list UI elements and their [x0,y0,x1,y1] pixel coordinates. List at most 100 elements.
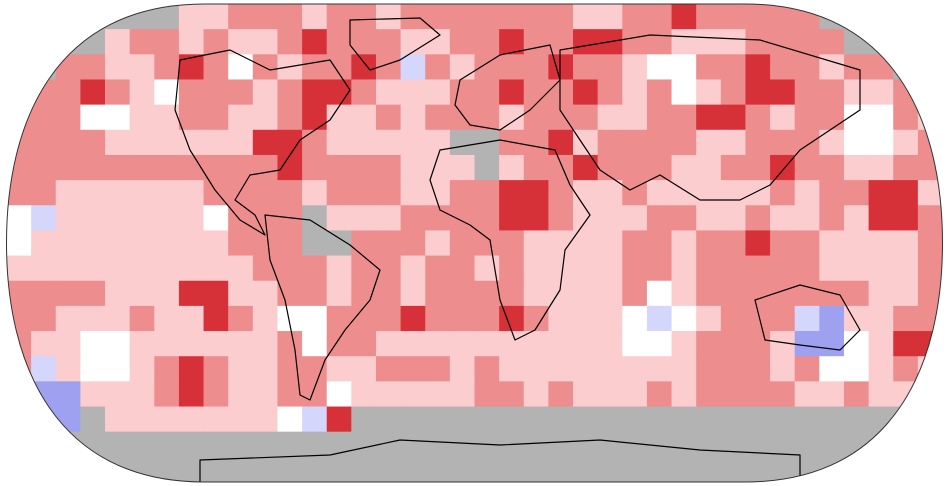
grid-cell [326,255,352,282]
grid-cell [696,104,722,131]
grid-cell [425,431,451,458]
grid-cell [696,180,722,206]
grid-cell [425,255,451,282]
grid-cell [80,4,106,30]
grid-cell [868,331,894,357]
grid-cell [696,129,722,156]
grid-cell [819,104,845,131]
grid-cell [499,280,525,307]
grid-cell [597,280,623,307]
grid-cell [302,180,328,206]
grid-cell [696,205,722,232]
grid-cell [622,280,648,307]
grid-cell [720,381,747,408]
grid-cell [893,280,919,307]
grid-cell [646,406,673,433]
grid-cell [868,129,894,156]
grid-cell [351,180,377,206]
grid-cell [573,29,599,55]
grid-cell [252,456,279,482]
grid-cell [646,79,673,106]
grid-cell [696,456,722,482]
grid-cell [622,255,648,282]
grid-cell [523,129,549,156]
grid-cell [573,406,599,433]
grid-cell [548,154,574,181]
grid-cell [351,4,377,30]
grid-cell [277,331,303,357]
grid-cell [646,129,673,156]
grid-cell [449,205,476,232]
grid-cell [646,54,673,81]
grid-cell [31,431,57,458]
grid-cell [449,356,476,382]
grid-cell [228,381,254,408]
grid-cell [745,54,771,81]
grid-cell [745,129,771,156]
grid-cell [646,205,673,232]
grid-cell [843,205,870,232]
grid-cell [917,381,943,408]
grid-cell [499,331,525,357]
grid-cell [31,381,57,408]
grid-cell [868,356,894,382]
grid-cell [326,331,352,357]
grid-cell [302,29,328,55]
grid-cell [55,280,81,307]
grid-cell [499,381,525,408]
grid-cell [819,154,845,181]
grid-cell [573,280,599,307]
grid-cell [277,280,303,307]
grid-cell [425,180,451,206]
grid-cell [819,54,845,81]
grid-cell [154,431,180,458]
grid-cell [622,154,648,181]
grid-cell [573,79,599,106]
grid-cell [868,4,894,30]
grid-cell [400,180,426,206]
grid-cell [80,79,106,106]
grid-cell [129,255,155,282]
grid-cell [154,230,180,257]
grid-cell [375,205,402,232]
grid-cell [646,331,673,357]
grid-cell [622,381,648,408]
grid-cell [129,79,155,106]
grid-cell [696,305,722,332]
grid-cell [105,29,131,55]
grid-cell [474,79,500,106]
grid-cell [375,104,402,131]
grid-cell [671,54,697,81]
grid-cell [794,230,820,257]
grid-cell [31,331,57,357]
grid-cell [449,381,476,408]
grid-cell [425,230,451,257]
grid-cell [154,406,180,433]
grid-cell [843,406,870,433]
grid-cell [474,4,500,30]
grid-cell [868,154,894,181]
grid-cell [302,331,328,357]
grid-cell [868,104,894,131]
grid-cell [893,129,919,156]
grid-cell [499,154,525,181]
grid-cell [893,79,919,106]
grid-cell [696,79,722,106]
grid-cell [203,381,229,408]
grid-cell [917,305,943,332]
grid-cell [449,456,476,482]
grid-cell [375,406,402,433]
grid-cell [351,154,377,181]
grid-cell [868,54,894,81]
grid-cell [548,381,574,408]
grid-cell [523,230,549,257]
grid-cell [449,305,476,332]
grid-cell [720,4,747,30]
grid-cell [893,356,919,382]
grid-cell [302,79,328,106]
grid-cell [252,154,279,181]
grid-cell [302,406,328,433]
grid-cell [548,4,574,30]
grid-cell [868,255,894,282]
grid-cell [302,280,328,307]
